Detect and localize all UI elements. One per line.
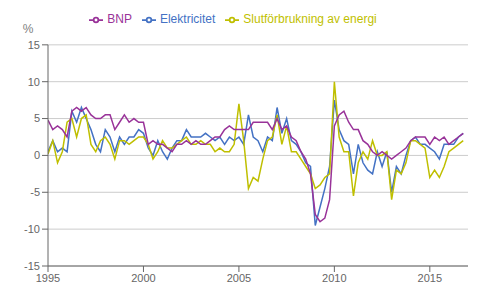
svg-text:1995: 1995: [36, 272, 60, 284]
svg-text:5: 5: [34, 112, 40, 124]
svg-text:10: 10: [28, 76, 40, 88]
svg-text:0: 0: [34, 149, 40, 161]
html-text:BNP: BNP: [107, 12, 132, 26]
svg-text:2015: 2015: [418, 272, 442, 284]
svg-text:2000: 2000: [131, 272, 155, 284]
svg-text:-10: -10: [24, 223, 40, 235]
svg-text:2010: 2010: [322, 272, 346, 284]
html-text:Elektricitet: Elektricitet: [160, 12, 216, 26]
html-text:Slutförbrukning av energi: Slutförbrukning av energi: [243, 12, 377, 26]
svg-text:%: %: [23, 22, 34, 36]
svg-text:-5: -5: [30, 186, 40, 198]
svg-text:15: 15: [28, 39, 40, 51]
svg-text:-15: -15: [24, 260, 40, 272]
svg-text:2005: 2005: [227, 272, 251, 284]
